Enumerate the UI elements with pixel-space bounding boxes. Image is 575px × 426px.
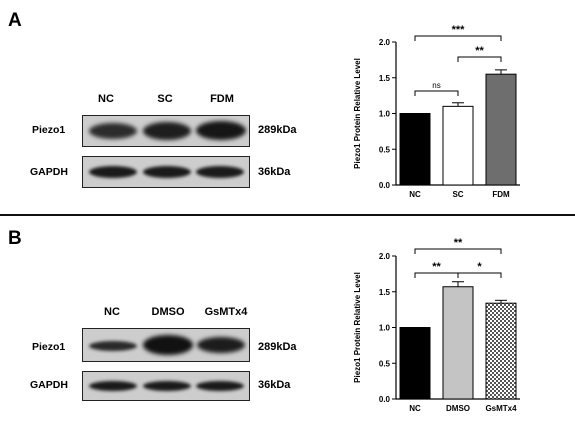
blot-band xyxy=(143,335,193,355)
significance-label: * xyxy=(477,261,482,273)
significance-bracket xyxy=(414,272,459,278)
gapdh-blot xyxy=(82,156,250,188)
blot-band xyxy=(196,381,244,391)
significance-bracket xyxy=(414,248,502,254)
lane-label-nc: NC xyxy=(98,93,114,105)
piezo1-row-label: Piezo1 xyxy=(32,341,66,353)
panel-separator xyxy=(0,214,575,216)
significance-label: ns xyxy=(432,81,440,90)
y-tick-label: 0.5 xyxy=(379,145,391,154)
panel-a-letter: A xyxy=(8,10,22,31)
significance-bracket xyxy=(414,90,459,96)
gapdh-kda-label: 36kDa xyxy=(258,166,291,178)
lane-label-nc: NC xyxy=(104,306,120,318)
piezo1-kda-label: 289kDa xyxy=(258,124,297,136)
blot-band xyxy=(143,122,191,140)
significance-bracket xyxy=(457,272,502,278)
significance-label: *** xyxy=(452,24,466,36)
x-tick-label: NC xyxy=(409,404,421,413)
significance-label: ** xyxy=(454,237,463,249)
y-axis-label: Piezo1 Protein Relative Level xyxy=(353,272,362,383)
lane-label-sc: SC xyxy=(157,93,173,105)
y-tick-label: 0.0 xyxy=(379,181,391,190)
gapdh-row-label: GAPDH xyxy=(30,166,68,178)
significance-label: ** xyxy=(475,45,484,57)
y-tick-label: 1.5 xyxy=(379,74,391,83)
bar-chart-b: 0.0 0.5 1.0 1.5 2.0 Piezo1 Protein Relative L… xyxy=(353,237,520,413)
x-tick-label: SC xyxy=(452,190,463,199)
blot-band xyxy=(89,123,137,139)
y-tick-label: 2.0 xyxy=(379,252,391,261)
bar-sc xyxy=(442,105,474,186)
blot-band xyxy=(89,166,137,178)
lane-label-fdm: FDM xyxy=(210,93,234,105)
x-tick-label: GsMTx4 xyxy=(485,404,517,413)
blot-band xyxy=(196,121,246,140)
piezo1-blot xyxy=(82,328,250,362)
bar-nc xyxy=(399,327,431,400)
x-tick-label: DMSO xyxy=(446,404,470,413)
y-tick-label: 1.5 xyxy=(379,288,391,297)
x-tick-label: NC xyxy=(409,190,421,199)
piezo1-row-label: Piezo1 xyxy=(32,124,66,136)
lane-label-dmso: DMSO xyxy=(151,306,185,318)
x-tick-label: FDM xyxy=(492,190,510,199)
significance-bracket xyxy=(457,56,502,62)
y-tick-label: 0.0 xyxy=(379,395,391,404)
gapdh-kda-label: 36kDa xyxy=(258,379,291,391)
piezo1-blot xyxy=(82,115,250,147)
significance-label: ** xyxy=(432,261,441,273)
gapdh-blot xyxy=(82,371,250,401)
significance-bracket xyxy=(414,35,502,41)
y-axis-label: Piezo1 Protein Relative Level xyxy=(353,58,362,169)
y-tick-label: 0.5 xyxy=(379,359,391,368)
blot-band xyxy=(89,341,137,351)
blot-band xyxy=(197,337,245,353)
blot-band xyxy=(89,381,137,391)
bar-gsmtx4 xyxy=(485,302,517,400)
blot-band xyxy=(143,166,191,178)
bar-dmso xyxy=(442,286,474,400)
lane-label-gsmtx4: GsMTx4 xyxy=(204,306,248,318)
blot-band xyxy=(196,166,244,178)
bar-chart-a: 0.0 0.5 1.0 1.5 2.0 Piezo1 Protein Relative L… xyxy=(353,24,520,199)
piezo1-kda-label: 289kDa xyxy=(258,341,297,353)
blot-band xyxy=(143,381,191,391)
bar-nc xyxy=(399,113,431,186)
y-tick-label: 1.0 xyxy=(379,110,391,119)
bar-fdm xyxy=(485,73,517,186)
panel-b-letter: B xyxy=(8,228,22,249)
y-tick-label: 1.0 xyxy=(379,324,391,333)
gapdh-row-label: GAPDH xyxy=(30,379,68,391)
y-tick-label: 2.0 xyxy=(379,38,391,47)
